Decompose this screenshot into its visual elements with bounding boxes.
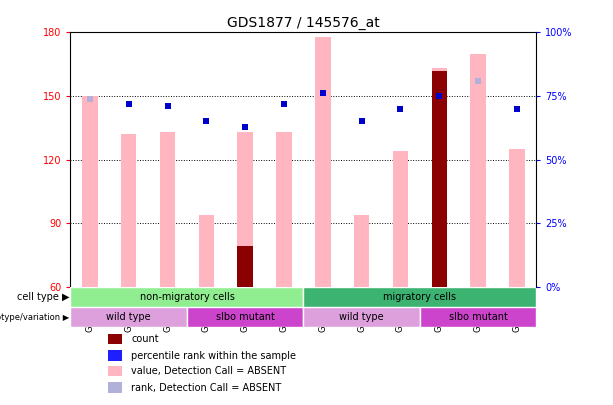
Bar <box>303 307 420 328</box>
Bar <box>420 307 459 328</box>
Bar <box>265 287 303 307</box>
Point <box>162 103 172 109</box>
Bar <box>70 307 187 328</box>
Bar <box>108 366 122 377</box>
Point <box>124 100 134 107</box>
Text: wild type: wild type <box>107 312 151 322</box>
Point <box>512 105 522 112</box>
Bar <box>148 307 187 328</box>
Bar <box>381 287 420 307</box>
Bar <box>160 132 175 287</box>
Bar <box>187 287 226 307</box>
Bar <box>187 307 226 328</box>
Point <box>318 90 328 97</box>
Text: non-migratory cells: non-migratory cells <box>140 292 234 302</box>
Point <box>279 100 289 107</box>
Text: rank, Detection Call = ABSENT: rank, Detection Call = ABSENT <box>131 383 281 392</box>
Bar <box>381 307 420 328</box>
Point <box>357 118 367 125</box>
Bar <box>226 287 265 307</box>
Bar <box>70 307 109 328</box>
Bar <box>420 307 536 328</box>
Point <box>435 93 444 99</box>
Bar <box>393 151 408 287</box>
Point <box>124 100 134 107</box>
Point <box>279 100 289 107</box>
Bar <box>315 36 330 287</box>
Point <box>435 93 444 99</box>
Bar <box>108 382 122 393</box>
Point <box>512 105 522 112</box>
Bar <box>108 334 122 344</box>
Bar <box>459 307 498 328</box>
Point <box>357 118 367 125</box>
Title: GDS1877 / 145576_at: GDS1877 / 145576_at <box>227 16 380 30</box>
Text: wild type: wild type <box>340 312 384 322</box>
Text: cell type ▶: cell type ▶ <box>17 292 70 302</box>
Point <box>85 95 95 102</box>
Bar <box>121 134 137 287</box>
Bar <box>187 307 303 328</box>
Point <box>162 103 172 109</box>
Text: value, Detection Call = ABSENT: value, Detection Call = ABSENT <box>131 366 286 376</box>
Point <box>202 118 211 125</box>
Bar <box>432 68 447 287</box>
Point <box>395 105 405 112</box>
Point <box>395 105 405 112</box>
Text: count: count <box>131 334 159 344</box>
Bar <box>303 287 536 307</box>
Bar <box>237 247 253 287</box>
Bar <box>108 350 122 361</box>
Bar <box>470 53 486 287</box>
Bar <box>82 96 97 287</box>
Bar <box>303 287 342 307</box>
Bar <box>148 287 187 307</box>
Bar <box>70 287 303 307</box>
Point <box>240 123 250 130</box>
Bar <box>498 287 536 307</box>
Bar <box>342 287 381 307</box>
Bar <box>509 149 525 287</box>
Bar <box>226 307 265 328</box>
Bar <box>498 307 536 328</box>
Bar <box>432 70 447 287</box>
Point <box>202 118 211 125</box>
Bar <box>70 287 109 307</box>
Bar <box>276 132 292 287</box>
Point <box>473 77 483 84</box>
Bar <box>237 132 253 287</box>
Bar <box>303 307 342 328</box>
Text: genotype/variation ▶: genotype/variation ▶ <box>0 313 70 322</box>
Bar <box>265 307 303 328</box>
Bar <box>459 287 498 307</box>
Text: percentile rank within the sample: percentile rank within the sample <box>131 351 296 360</box>
Bar <box>109 307 148 328</box>
Bar <box>354 215 370 287</box>
Bar <box>109 287 148 307</box>
Text: slbo mutant: slbo mutant <box>449 312 508 322</box>
Text: migratory cells: migratory cells <box>383 292 457 302</box>
Bar <box>199 215 214 287</box>
Text: slbo mutant: slbo mutant <box>216 312 275 322</box>
Bar <box>420 287 459 307</box>
Bar <box>342 307 381 328</box>
